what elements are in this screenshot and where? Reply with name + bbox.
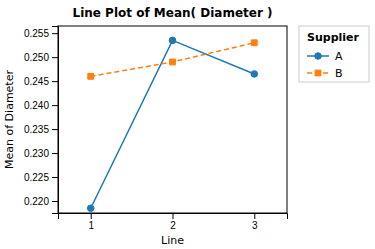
tick: 1 (88, 213, 94, 231)
tick-label: 3 (252, 220, 258, 231)
x-axis: 1 2 3 (59, 213, 288, 231)
tick-mark (52, 33, 58, 34)
tick-label: 0.230 (24, 148, 49, 159)
legend-title: Supplier (307, 31, 360, 44)
series-line (91, 43, 255, 77)
tick-label: 0.245 (24, 76, 49, 87)
point-marker (251, 71, 258, 78)
tick-mark (254, 213, 255, 219)
tick-label: 0.250 (24, 52, 49, 63)
tick-label: 0.240 (24, 100, 49, 111)
legend-frame (299, 26, 369, 82)
legend: Supplier AB (299, 26, 369, 82)
legend-item: A (307, 50, 343, 63)
marks (87, 37, 257, 211)
chart: 1230.2200.2250.2300.2350.2400.2450.2500.… (0, 0, 375, 249)
tick-mark (52, 129, 58, 130)
tick-mark (91, 213, 92, 219)
tick-mark (52, 105, 58, 106)
tick-mark (52, 153, 58, 154)
axis-line (52, 27, 59, 214)
plot: 1230.2200.2250.2300.2350.2400.2450.2500.… (24, 26, 288, 231)
tick-label: 2 (170, 220, 176, 231)
plot-frame (58, 26, 287, 213)
tick: 0.255 (24, 28, 58, 39)
x-axis-title: Line (161, 234, 184, 247)
tick-mark (52, 201, 58, 202)
tick-mark (52, 177, 58, 178)
legend-label: B (335, 67, 343, 80)
point-marker (88, 73, 94, 79)
tick-label: 0.235 (24, 124, 49, 135)
series-line (91, 40, 255, 208)
tick-mark (52, 81, 58, 82)
legend-marker (315, 53, 322, 60)
y-axis: 0.220 0.225 0.230 0.235 0.240 0.245 0.250 0.255 (24, 27, 59, 214)
point-marker (169, 37, 176, 44)
tick-label: 0.225 (24, 172, 49, 183)
tick: 0.225 (24, 172, 58, 183)
tick: 0.220 (24, 196, 58, 207)
point-marker (170, 59, 176, 65)
tick: 0.235 (24, 124, 58, 135)
tick: 3 (252, 213, 258, 231)
tick: 0.240 (24, 100, 58, 111)
tick-mark (173, 213, 174, 219)
point-marker (87, 205, 94, 212)
legend-item: B (307, 67, 343, 80)
tick-mark (52, 57, 58, 58)
tick: 0.250 (24, 52, 58, 63)
title: Line Plot of Mean( Diameter ) (73, 6, 273, 20)
tick: 0.230 (24, 148, 58, 159)
tick-label: 0.255 (24, 28, 49, 39)
y-axis-title: Mean of Diameter (3, 70, 16, 169)
tick-label: 0.220 (24, 196, 49, 207)
legend-label: A (335, 50, 343, 63)
tick-label: 1 (88, 220, 94, 231)
point-marker (251, 40, 257, 46)
tick: 0.245 (24, 76, 58, 87)
axis-line (59, 214, 288, 220)
legend-marker (315, 70, 321, 76)
tick: 2 (170, 213, 176, 231)
